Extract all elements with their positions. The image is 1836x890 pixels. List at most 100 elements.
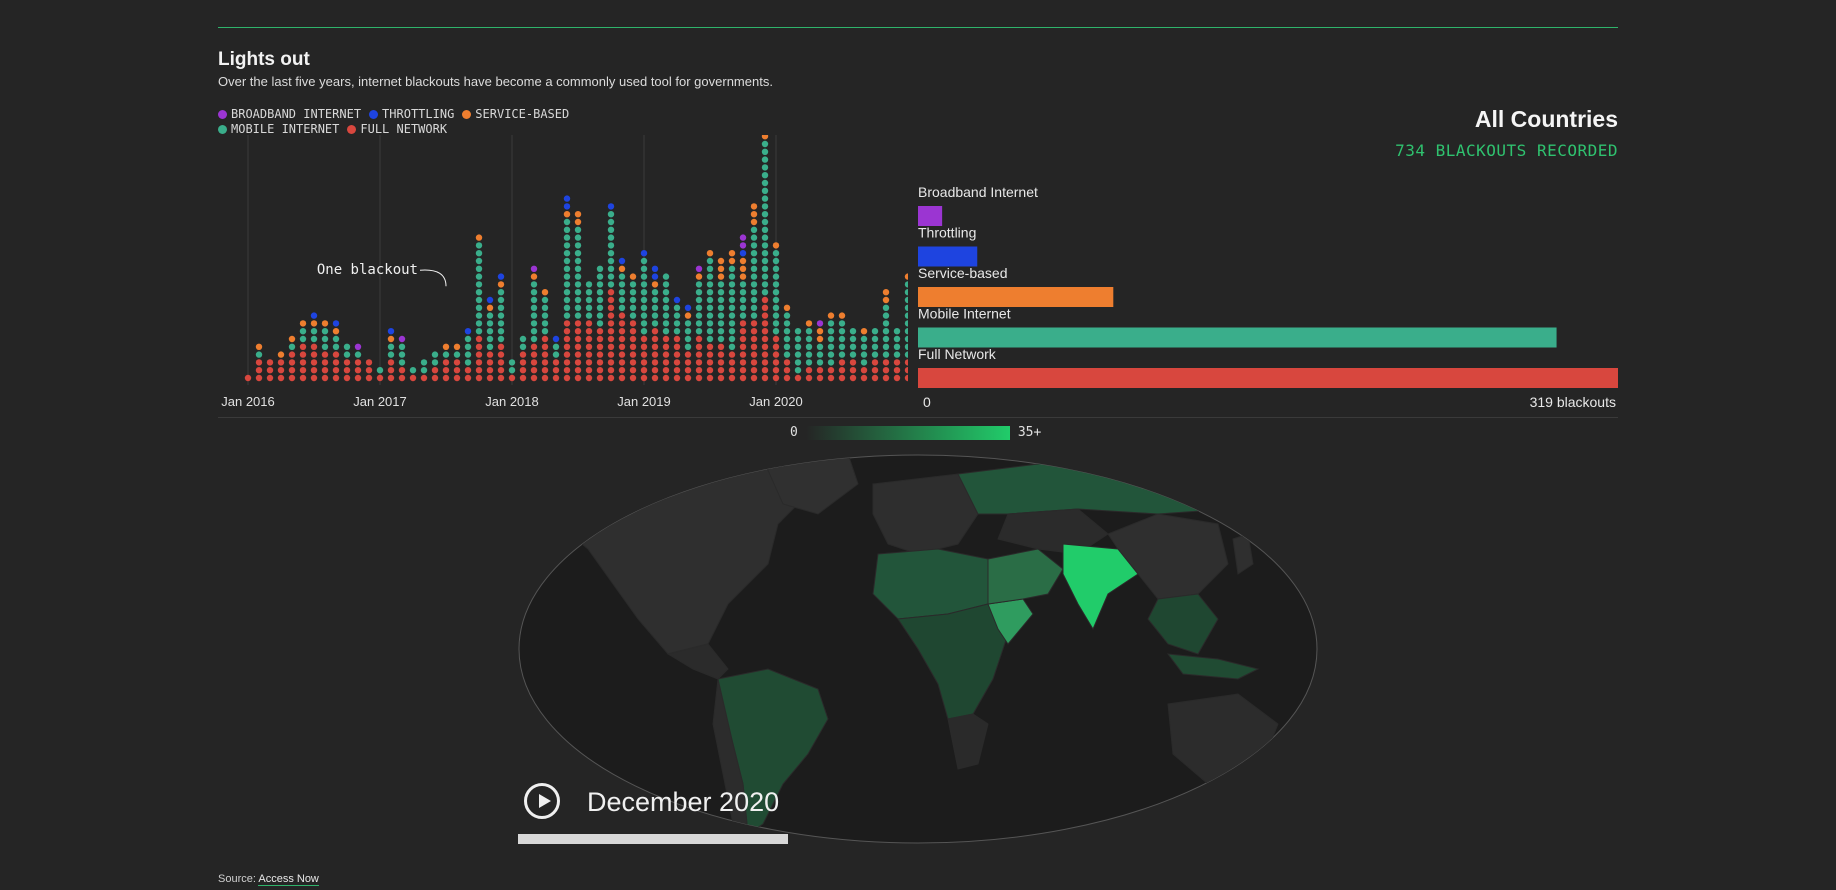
blackout-dot [530,359,538,366]
blackout-dot [728,374,736,382]
blackout-dot [651,304,659,311]
monthly-dot-chart[interactable]: Jan 2016 Jan 2017 Jan 2018 Jan 2019 Jan 2020… [218,135,908,415]
blackout-dot [871,343,879,350]
blackout-dot [882,328,890,335]
map-southern-africa[interactable] [947,713,989,770]
blackout-dot [717,320,725,327]
blackout-dot [475,351,483,358]
x-tick-label: Jan 2017 [353,394,407,409]
legend-dot [218,110,227,119]
blackout-dot [816,374,824,382]
blackout-dot [552,374,560,382]
blackout-dot [266,374,274,382]
blackout-dot [299,359,307,366]
blackout-dot [761,296,769,304]
blackout-dot [695,359,703,366]
blackout-dot [607,296,615,304]
blackout-dot [684,351,692,358]
blackout-dot [761,179,769,187]
blackout-dot [563,343,571,350]
map-indonesia[interactable] [1166,653,1260,680]
blackout-dot [475,257,483,265]
blackout-dot [739,320,747,327]
blackout-dot [794,359,802,366]
blackout-dot [662,281,670,288]
blackout-dot [607,281,615,288]
blackout-dot [486,351,494,358]
blackout-dot [530,328,538,335]
blackout-dot [530,320,538,327]
blackout-dot [288,374,296,382]
blackout-dot [706,273,714,280]
blackout-dot [904,289,908,296]
legend-dot [369,110,379,119]
blackout-dot [871,351,879,358]
map-central-america[interactable] [666,643,729,680]
timeline-progress-bar[interactable] [518,834,788,844]
blackout-dot [772,312,780,319]
blackout-dot [629,374,637,382]
blackout-dot [750,265,758,272]
blackout-dot [574,304,582,311]
blackout-dot [640,289,648,296]
blackout-dot [629,304,637,311]
blackout-dot [838,335,846,343]
page-subtitle: Over the last five years, internet black… [218,74,773,89]
blackout-dot [574,351,582,358]
blackout-dot [563,226,571,233]
blackout-dot [717,296,725,304]
blackout-dot [541,289,549,296]
blackout-dot [387,359,395,366]
blackout-dot [761,218,769,226]
blackout-dot [486,374,494,382]
blackout-dot [882,367,890,374]
blackout-dot [530,281,538,288]
blackout-dot [552,359,560,366]
blackout-dot [871,367,879,374]
blackout-dot [607,234,615,241]
blackout-dot [816,343,824,350]
blackout-dot [607,218,615,226]
blackout-dot [640,273,648,280]
blackout-dot [266,367,274,374]
source-link[interactable]: Access Now [258,873,319,886]
blackout-dot [332,351,340,358]
play-button[interactable] [524,783,560,819]
map-southeast-asia[interactable] [1147,593,1219,655]
blackout-dot [475,265,483,272]
blackout-dot [750,257,758,265]
blackout-dot [596,359,604,366]
blackout-dot [695,296,703,304]
blackout-dot [519,335,527,343]
blackout-dot [739,367,747,374]
blackout-dot [651,374,659,382]
blackout-dot [805,351,813,358]
blackout-dot [728,359,736,366]
map-greenland[interactable] [762,454,859,515]
blackout-dot [497,359,505,366]
map-central-africa[interactable] [897,603,1009,720]
blackout-dot [475,328,483,335]
blackout-dot [805,320,813,327]
blackout-dot [673,367,681,374]
blackout-dot [761,203,769,210]
world-map[interactable] [518,454,1318,844]
blackout-dot [618,367,626,374]
blackout-dot [530,374,538,382]
blackout-dot [750,320,758,327]
blackout-dot [728,328,736,335]
blackout-dot [431,374,439,382]
bar [918,287,1114,307]
blackout-dot [618,265,626,272]
blackout-dot [563,218,571,226]
blackout-dot [717,359,725,366]
blackout-dot [354,374,362,382]
blackout-dot [849,367,857,374]
blackout-dot [574,374,582,382]
blackout-dot [805,367,813,374]
blackout-dot [651,335,659,343]
blackout-dot [288,359,296,366]
blackout-dot [398,367,406,374]
blackout-dot [651,312,659,319]
blackout-dot [310,359,318,366]
